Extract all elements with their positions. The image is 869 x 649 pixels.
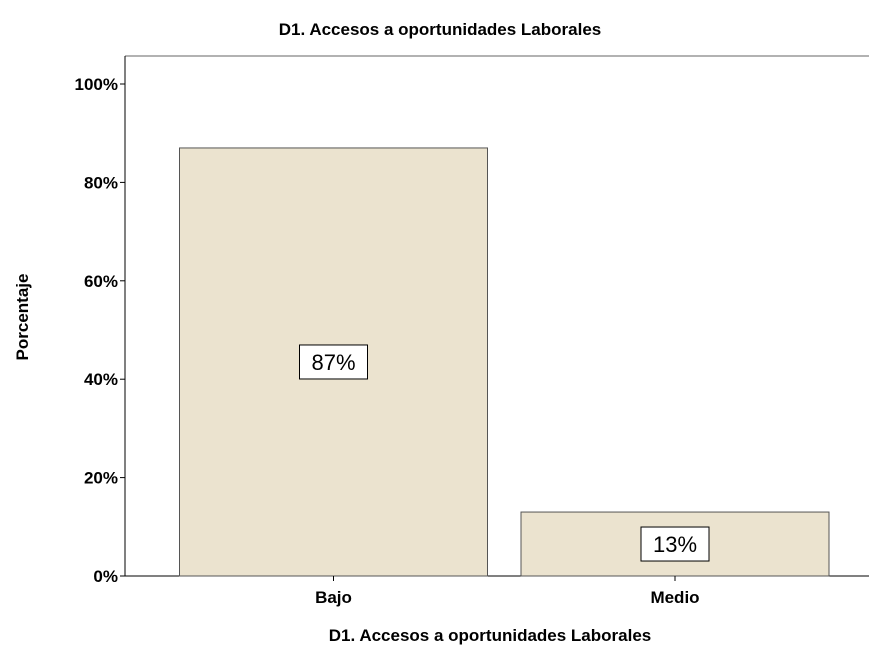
x-tick-label: Medio — [650, 588, 699, 607]
y-axis-label: Porcentaje — [13, 274, 32, 361]
y-tick-label: 80% — [84, 173, 118, 192]
chart-title: D1. Accesos a oportunidades Laborales — [279, 20, 601, 39]
bars: 87% 13% — [179, 147, 830, 577]
y-axis-ticks: 0% 20% 40% 60% 80% 100% — [75, 75, 125, 586]
y-tick-label: 20% — [84, 469, 118, 488]
x-axis-label: D1. Accesos a oportunidades Laborales — [329, 626, 651, 645]
y-tick-label: 100% — [75, 75, 118, 94]
data-label-box — [299, 344, 368, 380]
y-tick-label: 40% — [84, 370, 118, 389]
data-label: 13% — [653, 532, 697, 557]
y-tick-label: 60% — [84, 272, 118, 291]
data-label-box — [640, 526, 710, 562]
x-axis-categories: Bajo Medio — [315, 576, 700, 607]
bar-bajo — [179, 147, 488, 577]
data-label: 87% — [311, 350, 355, 375]
x-tick-label: Bajo — [315, 588, 352, 607]
y-tick-label: 0% — [93, 567, 118, 586]
